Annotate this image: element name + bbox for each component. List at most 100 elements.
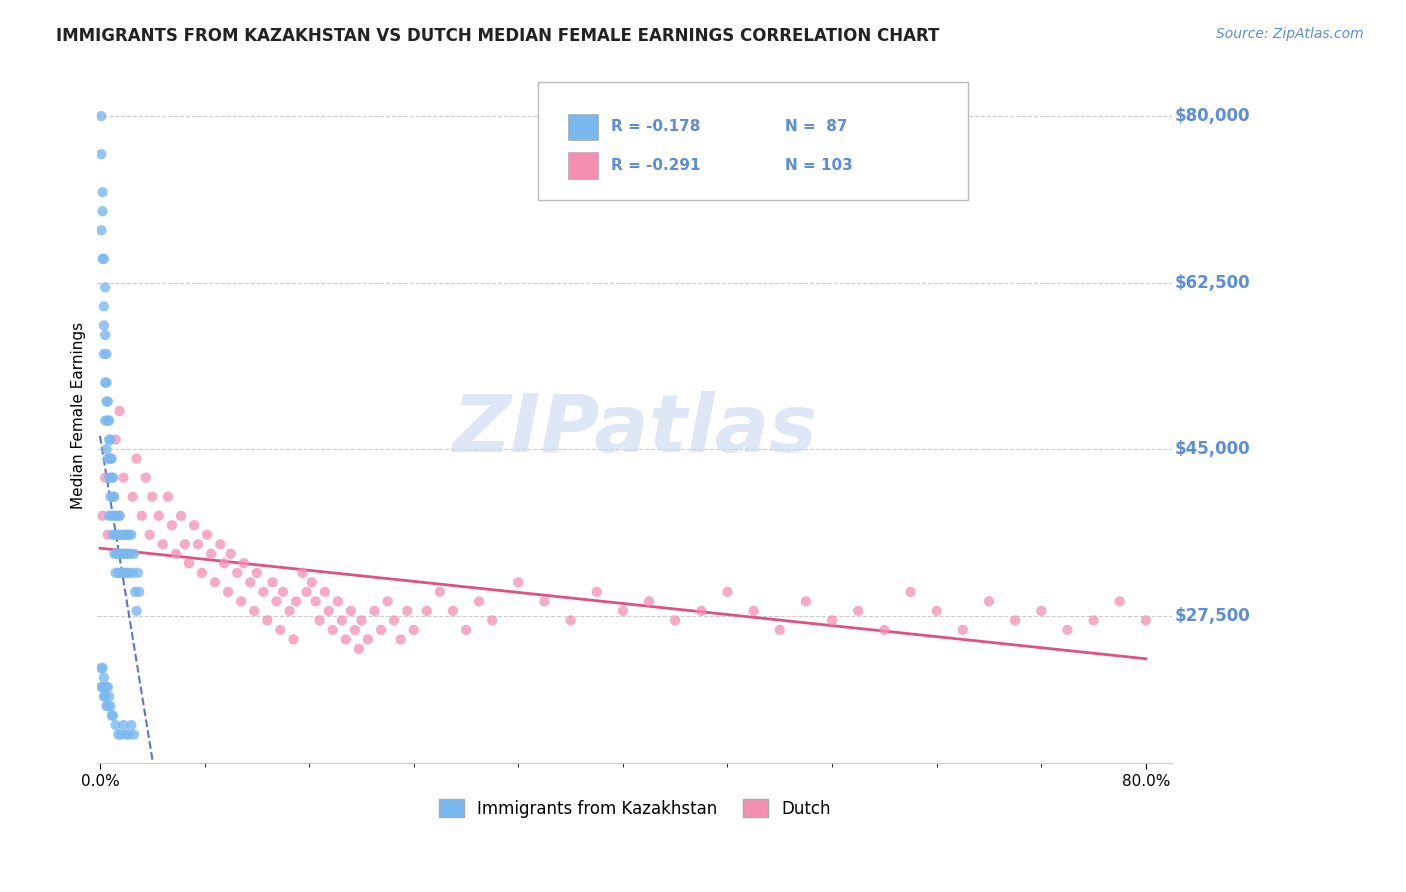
Point (124, 585, 146, 599)
Point (100, 433, 122, 447)
Point (170, 508, 193, 523)
Point (112, 566, 135, 580)
Point (271, 585, 294, 599)
Point (108, 547, 131, 561)
Point (429, 585, 451, 599)
Point (217, 585, 239, 599)
Point (246, 566, 269, 580)
Point (112, 471, 135, 485)
Point (314, 585, 336, 599)
Point (138, 528, 160, 542)
Point (96, 376, 118, 390)
Point (97, 394, 120, 409)
Point (322, 623, 344, 637)
Point (769, 623, 792, 637)
Point (103, 547, 125, 561)
Point (232, 557, 254, 571)
Point (110, 728, 132, 742)
Point (104, 566, 127, 580)
Point (131, 508, 153, 523)
Point (117, 547, 139, 561)
Point (343, 623, 366, 637)
Point (121, 490, 143, 504)
Point (135, 471, 157, 485)
Point (100, 490, 122, 504)
Point (177, 557, 200, 571)
Point (370, 623, 392, 637)
Point (382, 614, 405, 628)
Point (100, 699, 122, 714)
Point (308, 614, 330, 628)
Point (128, 585, 150, 599)
Point (115, 528, 138, 542)
Point (100, 508, 122, 523)
Point (285, 594, 308, 608)
Point (91, 185, 114, 199)
Y-axis label: Median Female Earnings: Median Female Earnings (72, 322, 86, 509)
Point (160, 518, 183, 533)
Point (110, 528, 132, 542)
Point (104, 718, 127, 732)
Point (101, 528, 124, 542)
Point (100, 471, 122, 485)
Point (1056, 623, 1078, 637)
Point (101, 471, 124, 485)
Point (94, 471, 117, 485)
Point (101, 708, 124, 723)
Text: Source: ZipAtlas.com: Source: ZipAtlas.com (1216, 27, 1364, 41)
Point (508, 575, 530, 590)
Point (396, 604, 419, 618)
Point (97, 699, 120, 714)
Text: $27,500: $27,500 (1174, 607, 1250, 624)
Point (441, 604, 464, 618)
Point (96, 394, 118, 409)
Point (103, 490, 125, 504)
Point (191, 566, 214, 580)
Point (716, 585, 738, 599)
Point (283, 632, 305, 647)
Point (98, 508, 121, 523)
Text: ZIPatlas: ZIPatlas (453, 391, 817, 468)
FancyBboxPatch shape (538, 82, 967, 201)
Point (91, 204, 114, 219)
Point (226, 566, 249, 580)
Point (100, 708, 122, 723)
Point (301, 575, 323, 590)
Point (90, 661, 112, 675)
Point (612, 604, 634, 618)
Point (1108, 594, 1130, 608)
Point (96, 442, 118, 457)
Point (94, 376, 117, 390)
Point (98, 690, 121, 704)
Point (110, 566, 132, 580)
Point (533, 594, 555, 608)
Point (120, 528, 142, 542)
Point (363, 604, 385, 618)
Point (239, 575, 262, 590)
Point (638, 594, 661, 608)
Point (94, 414, 117, 428)
Point (262, 575, 284, 590)
Point (104, 433, 127, 447)
Point (91, 661, 114, 675)
Point (101, 490, 124, 504)
Point (340, 604, 363, 618)
Point (1004, 614, 1026, 628)
Point (98, 414, 121, 428)
Point (100, 451, 122, 466)
Point (91, 508, 114, 523)
Point (97, 680, 120, 694)
FancyBboxPatch shape (568, 153, 598, 178)
Point (252, 585, 274, 599)
Point (100, 451, 122, 466)
Point (90, 680, 112, 694)
Point (335, 632, 357, 647)
Point (821, 614, 844, 628)
Point (97, 528, 120, 542)
Point (90, 147, 112, 161)
Text: IMMIGRANTS FROM KAZAKHSTAN VS DUTCH MEDIAN FEMALE EARNINGS CORRELATION CHART: IMMIGRANTS FROM KAZAKHSTAN VS DUTCH MEDI… (56, 27, 939, 45)
Point (295, 585, 318, 599)
FancyBboxPatch shape (568, 113, 598, 140)
Point (165, 547, 187, 561)
Point (91, 680, 114, 694)
